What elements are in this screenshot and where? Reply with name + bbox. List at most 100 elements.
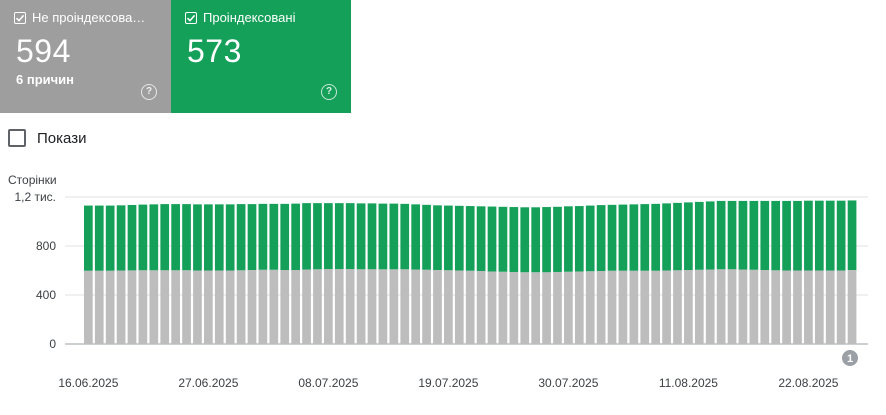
bar-indexed[interactable] — [94, 205, 104, 271]
bar-indexed[interactable] — [356, 203, 366, 270]
bar-indexed[interactable] — [596, 205, 606, 271]
bar-indexed[interactable] — [749, 200, 759, 270]
bar-not-indexed[interactable] — [782, 270, 791, 345]
bar-indexed[interactable] — [367, 203, 377, 270]
bar-not-indexed[interactable] — [531, 272, 541, 344]
bar-not-indexed[interactable] — [258, 269, 268, 344]
bar-not-indexed[interactable] — [705, 269, 715, 344]
bar-indexed[interactable] — [607, 204, 617, 271]
not-indexed-card[interactable]: Не проіндексова… 594 6 причин ? — [0, 0, 171, 113]
bar-indexed[interactable] — [498, 206, 508, 272]
bar-indexed[interactable] — [618, 204, 628, 271]
bar-indexed[interactable] — [291, 203, 300, 271]
bar-not-indexed[interactable] — [367, 269, 377, 344]
bar-not-indexed[interactable] — [465, 270, 475, 344]
indexed-card[interactable]: Проіндексовані 573 ? — [171, 0, 351, 113]
bar-not-indexed[interactable] — [673, 270, 682, 344]
bar-not-indexed[interactable] — [345, 269, 355, 344]
bar-indexed[interactable] — [84, 205, 93, 271]
bar-not-indexed[interactable] — [334, 269, 344, 344]
bar-indexed[interactable] — [804, 200, 813, 271]
bar-indexed[interactable] — [411, 204, 420, 270]
bar-indexed[interactable] — [444, 205, 453, 271]
bar-not-indexed[interactable] — [738, 269, 748, 344]
bar-not-indexed[interactable] — [324, 269, 333, 344]
bar-not-indexed[interactable] — [629, 270, 639, 344]
bar-not-indexed[interactable] — [411, 269, 420, 344]
bar-indexed[interactable] — [694, 201, 704, 270]
bar-indexed[interactable] — [378, 203, 388, 270]
bar-indexed[interactable] — [651, 203, 661, 271]
bar-indexed[interactable] — [574, 206, 584, 272]
bar-indexed[interactable] — [345, 203, 355, 270]
bar-not-indexed[interactable] — [214, 270, 224, 345]
bar-not-indexed[interactable] — [313, 269, 322, 344]
bar-indexed[interactable] — [509, 207, 519, 272]
bar-not-indexed[interactable] — [836, 270, 846, 345]
bar-indexed[interactable] — [727, 200, 737, 270]
bar-not-indexed[interactable] — [694, 269, 704, 344]
bar-not-indexed[interactable] — [433, 270, 442, 344]
bar-not-indexed[interactable] — [280, 270, 290, 344]
bar-not-indexed[interactable] — [204, 270, 213, 345]
bar-not-indexed[interactable] — [182, 270, 191, 344]
bar-indexed[interactable] — [825, 200, 835, 271]
bar-not-indexed[interactable] — [814, 270, 824, 345]
bar-not-indexed[interactable] — [520, 272, 530, 344]
bar-not-indexed[interactable] — [116, 270, 126, 345]
bar-indexed[interactable] — [116, 205, 126, 271]
bar-not-indexed[interactable] — [760, 270, 770, 344]
help-icon[interactable]: ? — [141, 84, 157, 100]
bar-not-indexed[interactable] — [651, 270, 661, 344]
bar-not-indexed[interactable] — [247, 270, 257, 344]
indexed-checkbox[interactable] — [185, 11, 197, 24]
impressions-checkbox[interactable] — [8, 129, 26, 147]
bar-not-indexed[interactable] — [684, 270, 693, 344]
bar-indexed[interactable] — [258, 203, 268, 270]
bar-not-indexed[interactable] — [498, 271, 508, 344]
bar-indexed[interactable] — [847, 200, 857, 271]
bar-not-indexed[interactable] — [564, 271, 573, 344]
bar-not-indexed[interactable] — [640, 270, 650, 344]
bar-indexed[interactable] — [782, 200, 791, 271]
annotation-marker[interactable] — [842, 350, 858, 366]
bar-not-indexed[interactable] — [225, 270, 235, 345]
bar-not-indexed[interactable] — [607, 270, 617, 344]
bar-not-indexed[interactable] — [509, 271, 519, 344]
bar-indexed[interactable] — [684, 202, 693, 271]
bar-indexed[interactable] — [454, 205, 464, 271]
not-indexed-checkbox[interactable] — [14, 11, 26, 24]
bar-indexed[interactable] — [127, 204, 137, 271]
bar-not-indexed[interactable] — [825, 270, 835, 345]
help-icon[interactable]: ? — [321, 84, 337, 100]
bar-indexed[interactable] — [280, 203, 290, 271]
bar-not-indexed[interactable] — [127, 270, 137, 344]
bar-not-indexed[interactable] — [444, 270, 453, 344]
bar-not-indexed[interactable] — [662, 270, 671, 345]
bar-indexed[interactable] — [422, 204, 431, 270]
bar-not-indexed[interactable] — [356, 269, 366, 344]
bar-indexed[interactable] — [585, 205, 595, 272]
bar-indexed[interactable] — [520, 207, 530, 273]
bar-indexed[interactable] — [313, 203, 322, 270]
bar-not-indexed[interactable] — [236, 270, 246, 344]
bar-indexed[interactable] — [716, 200, 726, 270]
bar-not-indexed[interactable] — [84, 270, 93, 344]
bar-not-indexed[interactable] — [302, 269, 311, 344]
bar-not-indexed[interactable] — [389, 269, 399, 344]
bar-indexed[interactable] — [214, 204, 224, 271]
bar-indexed[interactable] — [673, 202, 682, 271]
bar-indexed[interactable] — [662, 203, 671, 271]
bar-not-indexed[interactable] — [138, 270, 148, 344]
bar-indexed[interactable] — [149, 204, 159, 271]
bar-not-indexed[interactable] — [291, 270, 300, 344]
bar-indexed[interactable] — [760, 200, 770, 271]
bar-not-indexed[interactable] — [771, 270, 781, 344]
bar-indexed[interactable] — [738, 200, 748, 270]
bar-not-indexed[interactable] — [476, 270, 486, 344]
bar-indexed[interactable] — [171, 204, 180, 271]
bar-not-indexed[interactable] — [716, 269, 726, 344]
bar-not-indexed[interactable] — [400, 269, 410, 344]
bar-not-indexed[interactable] — [542, 272, 551, 344]
bar-not-indexed[interactable] — [193, 270, 202, 345]
